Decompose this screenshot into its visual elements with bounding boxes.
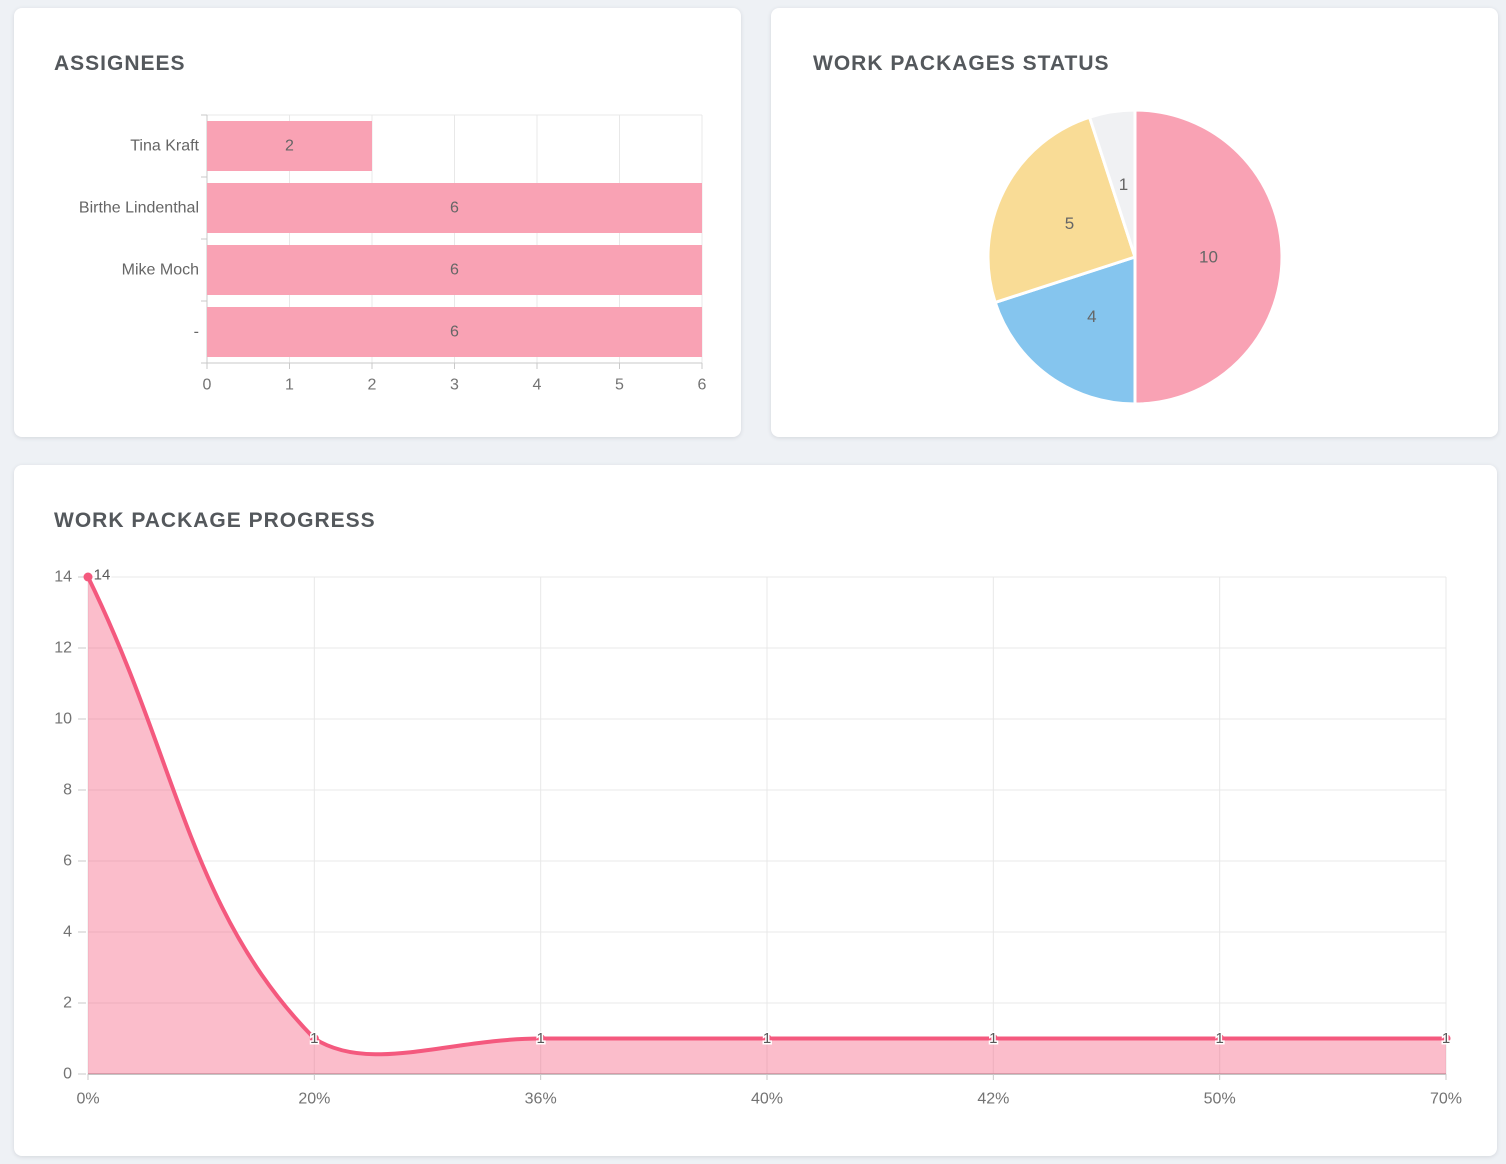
line-y-tick-label: 0 [63, 1066, 72, 1083]
progress-area-fill [88, 577, 1446, 1074]
line-x-tick-label: 0% [76, 1091, 99, 1108]
progress-point-label: 1 [989, 1030, 997, 1047]
bar-x-tick-label: 1 [285, 377, 294, 394]
pie-slice-4[interactable] [1088, 108, 1137, 259]
bar-category-label: Tina Kraft [130, 138, 199, 155]
progress-point-7[interactable] [1441, 1034, 1451, 1043]
assignees-card: ASSIGNEES 2 Tina Kraft 6 Birthe Lindenthal 6… [14, 8, 741, 437]
progress-point-6[interactable] [1215, 1034, 1225, 1043]
bar-1[interactable] [207, 121, 372, 171]
bar-category-label: - [194, 324, 199, 341]
line-x-tick-label: 20% [298, 1091, 330, 1108]
progress-point-label: 1 [1215, 1030, 1223, 1047]
line-y-tick-label: 4 [63, 924, 72, 941]
bar-x-tick-label: 5 [615, 377, 624, 394]
progress-point-label: 1 [763, 1030, 771, 1047]
bar-3[interactable] [207, 245, 702, 295]
work-packages-status-card: WORK PACKAGES STATUS 10 4 5 1 [771, 8, 1498, 437]
bar-value-label: 6 [450, 200, 459, 217]
pie-slice-1[interactable] [1133, 108, 1284, 406]
line-x-tick-label: 70% [1430, 1091, 1462, 1108]
bar-4[interactable] [207, 307, 702, 357]
progress-point-label: 1 [1442, 1030, 1450, 1047]
bar-value-label: 2 [285, 138, 294, 155]
line-x-tick-label: 36% [525, 1091, 557, 1108]
pie-slice-label: 4 [1087, 307, 1096, 326]
bar-category-label: Birthe Lindenthal [79, 200, 199, 217]
bar-x-tick-label: 6 [698, 377, 707, 394]
progress-point-label: 1 [310, 1030, 318, 1047]
work-package-progress-card-title: WORK PACKAGE PROGRESS [54, 509, 376, 532]
bar-x-tick-label: 0 [203, 377, 212, 394]
line-y-tick-label: 8 [63, 782, 72, 799]
work-packages-status-card-title: WORK PACKAGES STATUS [813, 52, 1110, 75]
progress-point-2[interactable] [309, 1034, 319, 1043]
line-y-tick-label: 2 [63, 995, 72, 1012]
pie-slice-label: 1 [1119, 175, 1128, 194]
progress-point-4[interactable] [762, 1034, 772, 1043]
bar-value-label: 6 [450, 324, 459, 341]
bar-2[interactable] [207, 183, 702, 233]
assignees-card-title: ASSIGNEES [54, 52, 186, 75]
bar-value-label: 6 [450, 262, 459, 279]
line-x-tick-label: 40% [751, 1091, 783, 1108]
pie-slice-3[interactable] [986, 115, 1137, 304]
line-x-tick-label: 42% [977, 1091, 1009, 1108]
bar-x-tick-label: 3 [450, 377, 459, 394]
progress-point-1[interactable] [83, 572, 93, 582]
pie-slice-label: 5 [1065, 214, 1074, 233]
progress-point-3[interactable] [536, 1034, 546, 1043]
progress-point-label: 14 [94, 567, 111, 584]
bar-x-tick-label: 2 [368, 377, 377, 394]
progress-line [86, 575, 1448, 1057]
line-y-tick-label: 12 [54, 640, 72, 657]
bar-category-label: Mike Moch [122, 262, 199, 279]
line-y-tick-label: 6 [63, 853, 72, 870]
line-y-tick-label: 10 [54, 711, 72, 728]
pie-slice-label: 10 [1199, 248, 1218, 267]
progress-point-5[interactable] [988, 1034, 998, 1043]
pie-slice-2[interactable] [993, 255, 1137, 406]
assignees-bar-chart[interactable]: 2 Tina Kraft 6 Birthe Lindenthal 6 Mike Moch 6… [14, 8, 741, 437]
progress-point-label: 1 [536, 1030, 544, 1047]
work-package-progress-card: WORK PACKAGE PROGRESS 0 2 4 6 8 10 12 14 0% 20% 36… [14, 465, 1497, 1156]
line-x-tick-label: 50% [1204, 1091, 1236, 1108]
work-package-progress-area-chart[interactable]: 0 2 4 6 8 10 12 14 0% 20% 36% 40% 42% 50% 70% 14 1 1 1 1 1 1 [14, 465, 1497, 1156]
bar-x-tick-label: 4 [533, 377, 542, 394]
line-y-tick-label: 14 [54, 569, 72, 586]
work-packages-status-pie-chart[interactable]: 10 4 5 1 [771, 8, 1498, 437]
